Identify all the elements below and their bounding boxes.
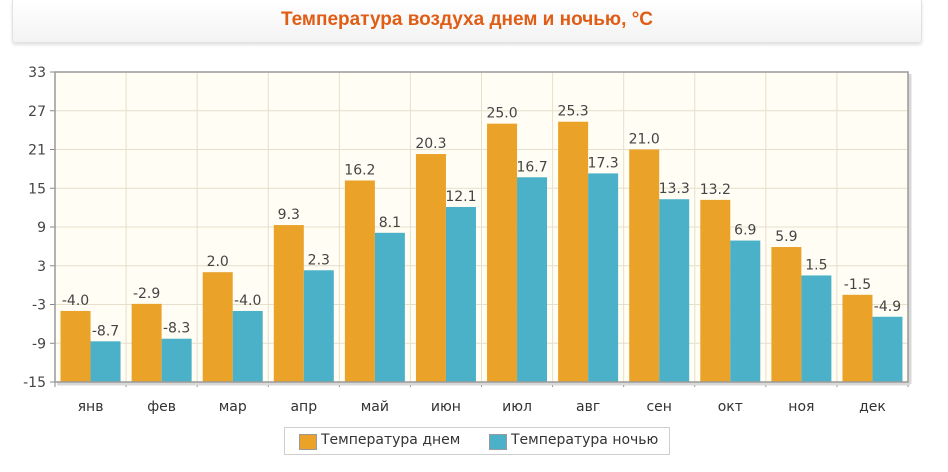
bar-night: [90, 341, 121, 382]
data-label-night: 6.9: [734, 223, 756, 239]
bar-day: [202, 272, 233, 382]
bar-day: [131, 303, 162, 382]
plot-border: [54, 71, 909, 383]
bar-day: [487, 123, 518, 383]
data-label-day: 21.0: [629, 132, 660, 148]
data-label-night: 1.5: [805, 257, 827, 273]
bar-night: [374, 232, 405, 382]
legend-label-day: Температура днем: [321, 432, 461, 448]
x-tick-label: янв: [78, 399, 104, 415]
bar-day: [842, 294, 873, 382]
x-tick-label: мар: [219, 399, 247, 415]
x-tick-label: окт: [718, 399, 743, 415]
data-label-night: 17.3: [588, 155, 619, 171]
data-label-night: -8.7: [92, 323, 119, 339]
bar-night: [801, 275, 832, 382]
chart-title: Температура воздуха днем и ночью, °C: [280, 9, 654, 30]
data-label-day: -2.9: [133, 286, 160, 302]
bar-night: [872, 316, 903, 382]
bar-day: [415, 154, 446, 382]
y-tick-label: 9: [37, 220, 46, 236]
data-label-night: 8.1: [379, 215, 401, 231]
bar-night: [445, 206, 476, 382]
bar-night: [303, 270, 334, 382]
bar-day: [60, 310, 91, 382]
data-label-day: 5.9: [775, 229, 797, 245]
bar-night: [161, 338, 192, 382]
bar-day: [558, 121, 589, 383]
y-tick-label: 27: [28, 104, 46, 120]
x-tick-label: сен: [646, 399, 671, 415]
x-tick-label: май: [361, 399, 389, 415]
y-tick-label: -9: [32, 336, 46, 352]
bar-night: [588, 173, 619, 382]
data-label-day: 2.0: [207, 254, 229, 270]
data-label-night: 2.3: [308, 252, 330, 268]
data-label-day: -1.5: [844, 277, 871, 293]
x-tick-label: июн: [431, 399, 461, 415]
data-label-night: 12.1: [445, 189, 476, 205]
data-label-night: -8.3: [163, 321, 190, 337]
bar-day: [771, 247, 802, 382]
data-label-day: 25.0: [486, 106, 517, 122]
data-label-night: -4.0: [234, 293, 261, 309]
x-tick-label: июл: [502, 399, 532, 415]
data-label-day: 16.2: [344, 163, 375, 179]
bar-night: [659, 199, 690, 382]
bar-night: [232, 310, 263, 382]
data-label-night: 13.3: [659, 181, 690, 197]
data-label-day: 20.3: [415, 136, 446, 152]
bar-night: [730, 240, 761, 382]
legend-label-night: Температура ночью: [511, 432, 659, 448]
bar-day: [629, 149, 660, 382]
chart-title-bar: Температура воздуха днем и ночью, °C: [12, 0, 922, 43]
data-label-day: 25.3: [558, 104, 589, 120]
bar-night: [517, 177, 548, 382]
x-tick-label: ноя: [788, 399, 814, 415]
x-tick-label: дек: [859, 399, 886, 415]
data-label-day: -4.0: [62, 293, 89, 309]
y-tick-label: 15: [28, 181, 46, 197]
chart-legend: Температура днем Температура ночью: [284, 427, 670, 455]
y-tick-label: 3: [37, 259, 46, 275]
x-tick-label: апр: [290, 399, 317, 415]
y-tick-label: -15: [23, 375, 46, 391]
data-label-night: -4.9: [874, 299, 901, 315]
y-tick-label: 21: [28, 143, 46, 159]
y-tick-label: 33: [28, 65, 46, 81]
bar-day: [273, 225, 304, 382]
bar-day: [344, 180, 375, 382]
bar-day: [700, 199, 731, 382]
data-label-day: 9.3: [278, 207, 300, 223]
data-label-day: 13.2: [700, 182, 731, 198]
x-tick-label: фев: [147, 399, 176, 415]
legend-swatch-night: [489, 434, 507, 450]
y-tick-label: -3: [32, 298, 46, 314]
data-label-night: 16.7: [516, 159, 547, 175]
legend-swatch-day: [299, 434, 317, 450]
x-tick-label: авг: [576, 399, 600, 415]
